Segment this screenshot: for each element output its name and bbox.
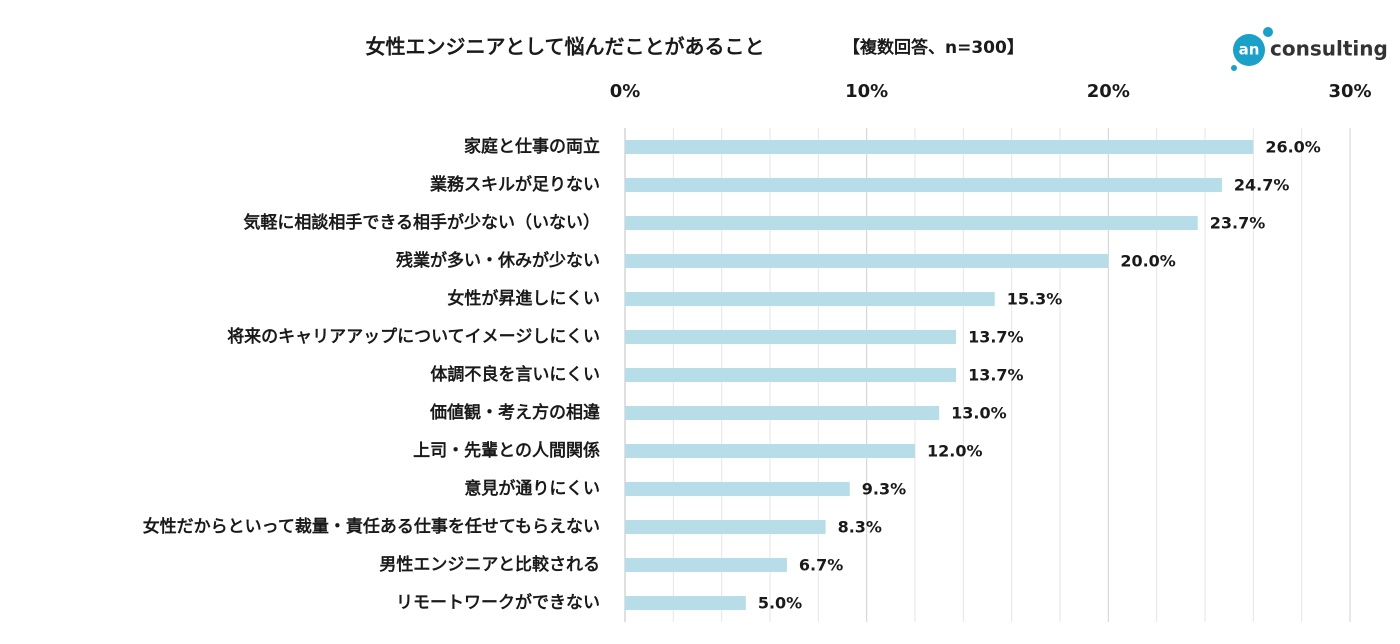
y-tick-label: 気軽に相談相手できる相手が少ない（いない） bbox=[242, 212, 600, 233]
value-label: 26.0% bbox=[1265, 138, 1321, 157]
logo-text: consulting bbox=[1270, 37, 1388, 61]
logo: an consulting bbox=[1231, 27, 1388, 71]
value-label: 8.3% bbox=[838, 518, 882, 537]
x-tick-label: 30% bbox=[1328, 81, 1371, 102]
y-tick-label: 男性エンジニアと比較される bbox=[379, 554, 600, 575]
y-tick-label: 上司・先輩との人間関係 bbox=[413, 440, 600, 461]
y-tick-label: 業務スキルが足りない bbox=[430, 174, 600, 195]
logo-dot bbox=[1263, 27, 1273, 37]
value-label: 13.7% bbox=[968, 366, 1024, 385]
y-tick-label: リモートワークができない bbox=[396, 592, 600, 613]
x-tick-label: 10% bbox=[845, 81, 888, 102]
y-tick-label: 体調不良を言いにくい bbox=[430, 364, 600, 385]
bar bbox=[625, 330, 957, 344]
value-label: 5.0% bbox=[758, 594, 802, 613]
y-tick-label: 価値観・考え方の相違 bbox=[429, 402, 600, 423]
y-tick-label: 女性が昇進しにくい bbox=[447, 288, 600, 309]
value-label: 24.7% bbox=[1234, 176, 1290, 195]
bar bbox=[625, 558, 787, 572]
logo-circle bbox=[1233, 34, 1265, 66]
value-label: 13.7% bbox=[968, 328, 1024, 347]
x-tick-label: 0% bbox=[610, 81, 641, 102]
x-tick-label: 20% bbox=[1087, 81, 1130, 102]
bar bbox=[625, 216, 1198, 230]
y-tick-label: 家庭と仕事の両立 bbox=[464, 136, 600, 157]
bar bbox=[625, 520, 826, 534]
logo-dot bbox=[1231, 65, 1237, 71]
chart-subtitle: 【複数回答、n=300】 bbox=[843, 37, 1024, 58]
y-tick-label: 将来のキャリアアップについてイメージしにくい bbox=[227, 326, 600, 347]
y-tick-label: 残業が多い・休みが少ない bbox=[396, 250, 600, 271]
bar bbox=[625, 140, 1254, 154]
chart-title: 女性エンジニアとして悩んだことがあること bbox=[366, 35, 765, 59]
bar bbox=[625, 596, 746, 610]
bar bbox=[625, 178, 1222, 192]
value-label: 13.0% bbox=[951, 404, 1007, 423]
value-label: 6.7% bbox=[799, 556, 843, 575]
bar bbox=[625, 406, 940, 420]
y-tick-label: 女性だからといって裁量・責任ある仕事を任せてもらえない bbox=[143, 516, 600, 537]
value-label: 12.0% bbox=[927, 442, 983, 461]
value-label: 9.3% bbox=[862, 480, 906, 499]
value-label: 15.3% bbox=[1007, 290, 1063, 309]
bar bbox=[625, 368, 957, 382]
bar bbox=[625, 292, 995, 306]
bar bbox=[625, 482, 850, 496]
value-label: 20.0% bbox=[1120, 252, 1176, 271]
y-tick-label: 意見が通りにくい bbox=[464, 478, 600, 499]
bar bbox=[625, 254, 1109, 268]
bar bbox=[625, 444, 915, 458]
value-label: 23.7% bbox=[1210, 214, 1266, 233]
logo-mark: an bbox=[1239, 41, 1260, 59]
